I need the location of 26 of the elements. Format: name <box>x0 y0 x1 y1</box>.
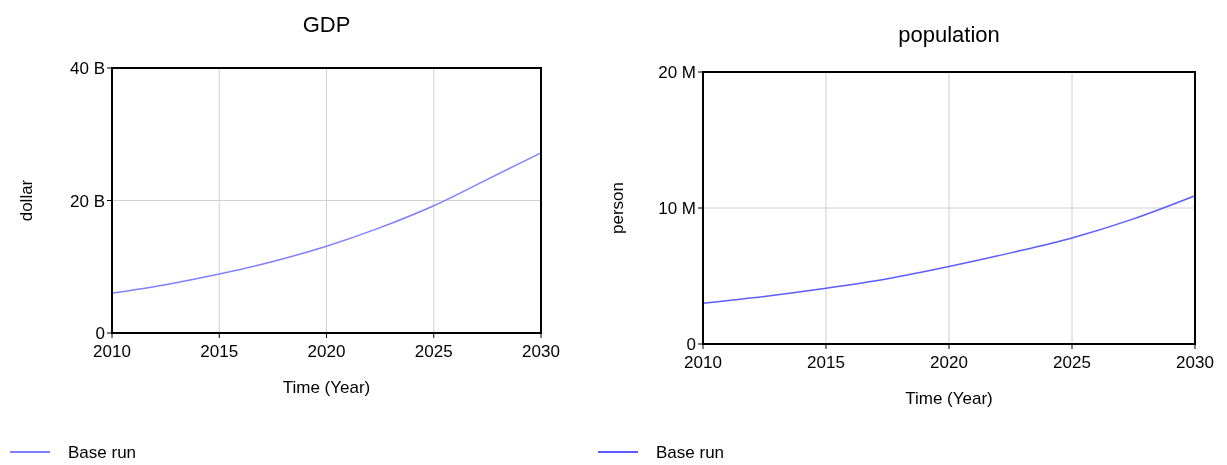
legend-label: Base run <box>68 443 137 462</box>
x-axis-title: Time (Year) <box>282 378 371 397</box>
x-axis-title: Time (Year) <box>905 389 993 408</box>
line-series <box>702 195 1196 304</box>
chart-title: GDP <box>302 12 351 37</box>
x-tick-label: 2020 <box>930 353 968 372</box>
y-tick-label: 0 <box>95 324 105 343</box>
x-tick-label: 2030 <box>522 342 560 361</box>
y-axis-title: dollar <box>17 179 36 222</box>
y-tick-label: 10 M <box>658 199 696 218</box>
line-series <box>111 152 542 294</box>
x-tick-label: 2030 <box>1176 353 1214 372</box>
y-axis-title: person <box>608 182 627 234</box>
x-tick-label: 2015 <box>200 342 239 361</box>
x-tick-label: 2010 <box>93 342 131 361</box>
y-tick-label: 40 B <box>70 59 105 78</box>
y-tick-label: 0 <box>686 335 696 354</box>
y-tick-label: 20 B <box>70 191 105 211</box>
x-tick-label: 2015 <box>807 353 845 372</box>
x-tick-label: 2010 <box>684 353 722 372</box>
x-tick-label: 2025 <box>1053 353 1091 372</box>
x-tick-label: 2020 <box>307 342 346 361</box>
x-tick-label: 2025 <box>414 342 453 361</box>
y-tick-label: 20 M <box>658 63 696 82</box>
chart-title: population <box>898 22 1000 47</box>
legend-label: Base run <box>656 443 725 462</box>
